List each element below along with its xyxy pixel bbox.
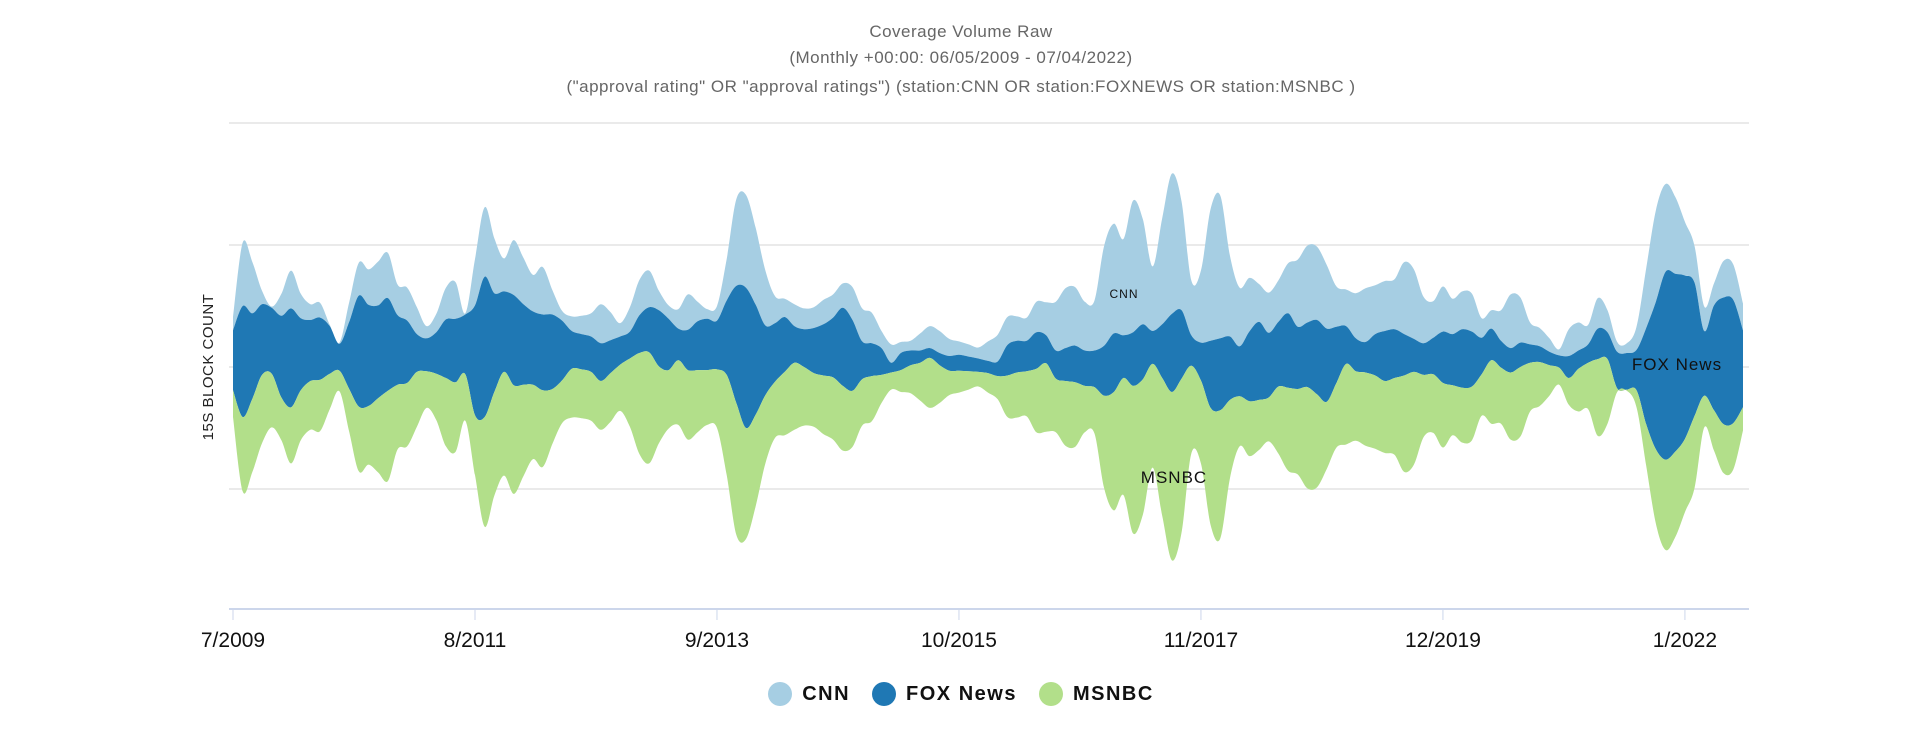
streamgraph-chart: 7/2009 8/2011 9/2013 10/2015 11/2017 12/2019 1… [200,122,1749,652]
x-tick-label: 12/2019 [1405,629,1481,652]
area-msnbc[interactable] [233,351,1743,561]
y-axis-label: 15s block count [200,294,217,441]
x-tick-label: 11/2017 [1164,629,1238,652]
x-tick-label: 1/2022 [1653,629,1717,652]
x-tick-label: 7/2009 [201,629,265,652]
legend-marker-icon [1038,682,1063,706]
area-cnn[interactable] [233,173,1743,363]
series-label-msnbc: MSNBC [1141,468,1207,487]
x-tick-label: 10/2015 [921,629,997,652]
legend-label: FOX News [906,682,1017,705]
legend-item-fox-news[interactable]: FOX News [872,682,1017,706]
legend: CNN FOX News MSNBC [0,682,1922,706]
x-tick-label: 9/2013 [685,629,749,652]
x-axis: 7/2009 8/2011 9/2013 10/2015 11/2017 12/2019 1… [201,608,1749,652]
legend-item-msnbc[interactable]: MSNBC [1038,682,1154,706]
legend-marker-icon [768,682,793,706]
chart-title: Coverage Volume Raw [869,22,1053,41]
legend-label: CNN [802,682,851,705]
x-tick-label: 8/2011 [444,629,507,652]
stream-areas [233,173,1743,561]
chart-subtitle: (Monthly +00:00: 06/05/2009 - 07/04/2022… [789,48,1133,67]
legend-label: MSNBC [1072,682,1154,705]
legend-marker-icon [872,682,897,706]
legend-item-cnn[interactable]: CNN [768,682,850,706]
series-label-fox-news: FOX News [1632,355,1722,374]
chart-query: ("approval rating" OR "approval ratings"… [566,77,1356,96]
area-fox-news[interactable] [233,270,1743,460]
series-labels: CNN FOX News MSNBC [1110,287,1722,487]
series-label-cnn: CNN [1110,287,1139,301]
